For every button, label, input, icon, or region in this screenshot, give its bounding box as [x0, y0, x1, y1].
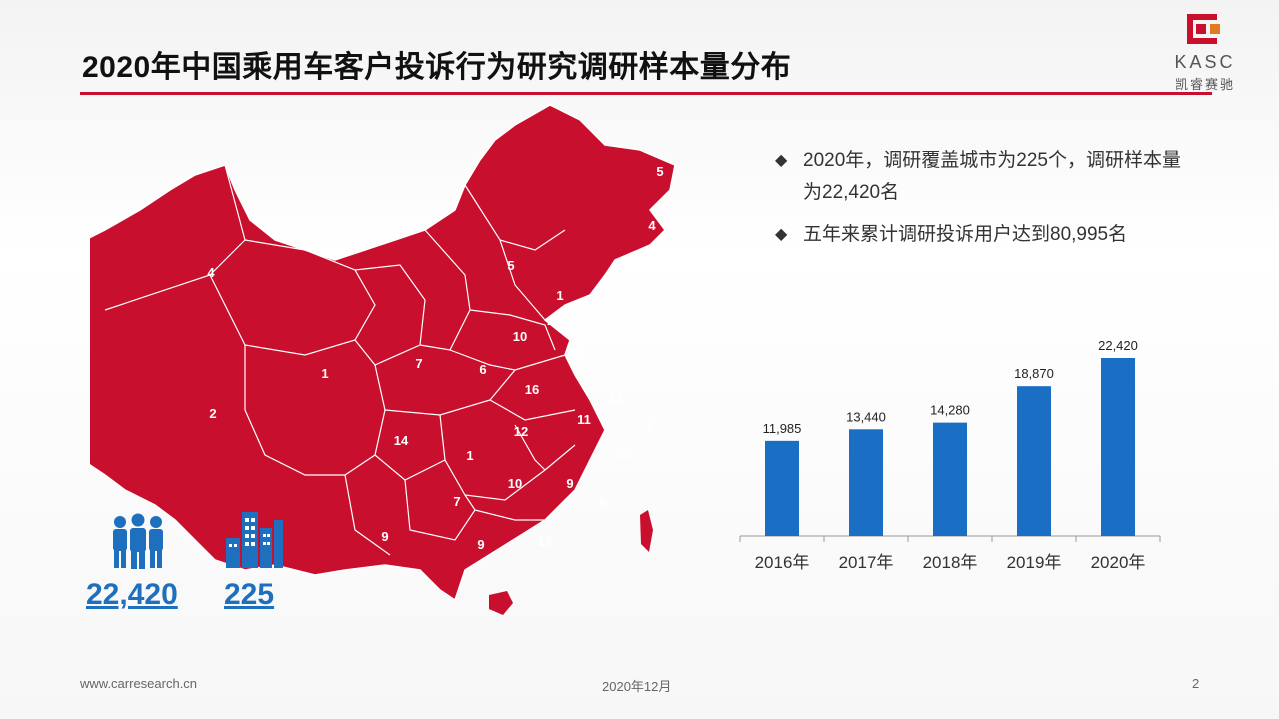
bar-data-label: 11,985: [763, 421, 802, 436]
map-region-label: 9: [566, 476, 573, 491]
map-region-label: 8: [627, 258, 634, 273]
china-map-hainan: [489, 591, 513, 615]
map-region-label: 14: [394, 433, 409, 448]
map-region-label: 2: [209, 406, 216, 421]
map-region-label: 16: [572, 344, 586, 359]
logo-text: KASC: [1174, 52, 1236, 72]
map-region-label: 5: [656, 164, 663, 179]
map-region-label: 1: [556, 288, 563, 303]
category-tick-label: 2017年: [839, 553, 894, 572]
category-tick-label: 2016年: [755, 553, 810, 572]
sample-size-value: 22,420: [86, 578, 178, 611]
china-map-taiwan: [640, 510, 653, 552]
bullet-text: 五年来累计调研投诉用户达到80,995名: [803, 224, 1128, 245]
category-tick-label: 2018年: [923, 553, 978, 572]
city-count-value: 225: [224, 578, 275, 611]
map-region-label: 9: [381, 529, 388, 544]
slide-title: 2020年中国乘用车客户投诉行为研究调研样本量分布: [82, 51, 792, 84]
bar-2020年: [1101, 358, 1135, 536]
page-number: 2: [1192, 676, 1200, 691]
map-region-label: 1: [646, 418, 653, 433]
bar-data-label: 14,280: [930, 403, 970, 418]
logo-mark-icon: [1187, 14, 1220, 44]
people-group-icon: [113, 513, 163, 569]
map-region-label: 12: [514, 424, 528, 439]
map-region-label: 11: [577, 412, 591, 427]
footer-url: www.carresearch.cn: [80, 676, 198, 691]
chart-bars: 11,985 2016年 13,440 2017年 14,280 2018年 18,870 2…: [739, 338, 1161, 572]
diamond-bullet-icon: ◆: [775, 226, 788, 243]
map-region-label: 6: [479, 362, 486, 377]
map-region-label: 10: [513, 329, 527, 344]
map-region-label: 6: [599, 495, 606, 510]
map-region-label: 7: [453, 494, 460, 509]
bar-2019年: [1017, 386, 1051, 536]
bar-2018年: [933, 422, 967, 536]
map-region-label: 5: [507, 258, 514, 273]
bar-2017年: [849, 429, 883, 536]
map-region-label: 1: [321, 366, 328, 381]
bullet-item: ◆ 五年来累计调研投诉用户达到80,995名: [775, 219, 1195, 251]
bullet-text: 2020年，调研覆盖城市为225个，调研样本量为22,420名: [803, 150, 1181, 203]
bar-data-label: 18,870: [1014, 366, 1054, 381]
brand-logo: KASC 凯睿赛驰: [1160, 10, 1250, 92]
category-tick-label: 2019年: [1007, 553, 1062, 572]
summary-bullets: ◆ 2020年，调研覆盖城市为225个，调研样本量为22,420名 ◆ 五年来累计调…: [775, 145, 1195, 261]
map-region-label: 16: [525, 382, 539, 397]
map-region-label: 9: [477, 537, 484, 552]
map-region-label: 1: [466, 448, 473, 463]
title-divider: [80, 92, 1212, 95]
footer-date: 2020年12月: [602, 679, 672, 694]
bar-data-label: 22,420: [1098, 338, 1138, 353]
sample-size-bar-chart: 11,985 2016年 13,440 2017年 14,280 2018年 18,870 2…: [739, 338, 1161, 572]
logo-chinese-text: 凯睿赛驰: [1174, 77, 1235, 92]
map-region-label: 10: [618, 447, 632, 462]
map-region-label: 4: [648, 218, 656, 233]
map-region-label: 7: [415, 356, 422, 371]
province-borders: [104, 164, 576, 556]
map-region-label: 13: [609, 390, 623, 405]
bar-2016年: [765, 440, 799, 536]
map-region-label: 10: [508, 476, 522, 491]
china-map-shape: [90, 104, 676, 602]
map-region-label: 10: [547, 313, 561, 328]
map-region-label: 4: [207, 265, 215, 280]
buildings-icon: [226, 512, 283, 568]
category-tick-label: 2020年: [1091, 553, 1146, 572]
bullet-item: ◆ 2020年，调研覆盖城市为225个，调研样本量为22,420名: [775, 145, 1195, 209]
map-region-label: 17: [538, 534, 552, 549]
diamond-bullet-icon: ◆: [775, 152, 788, 169]
map-region-label: 1: [569, 300, 576, 315]
bar-data-label: 13,440: [846, 409, 886, 424]
